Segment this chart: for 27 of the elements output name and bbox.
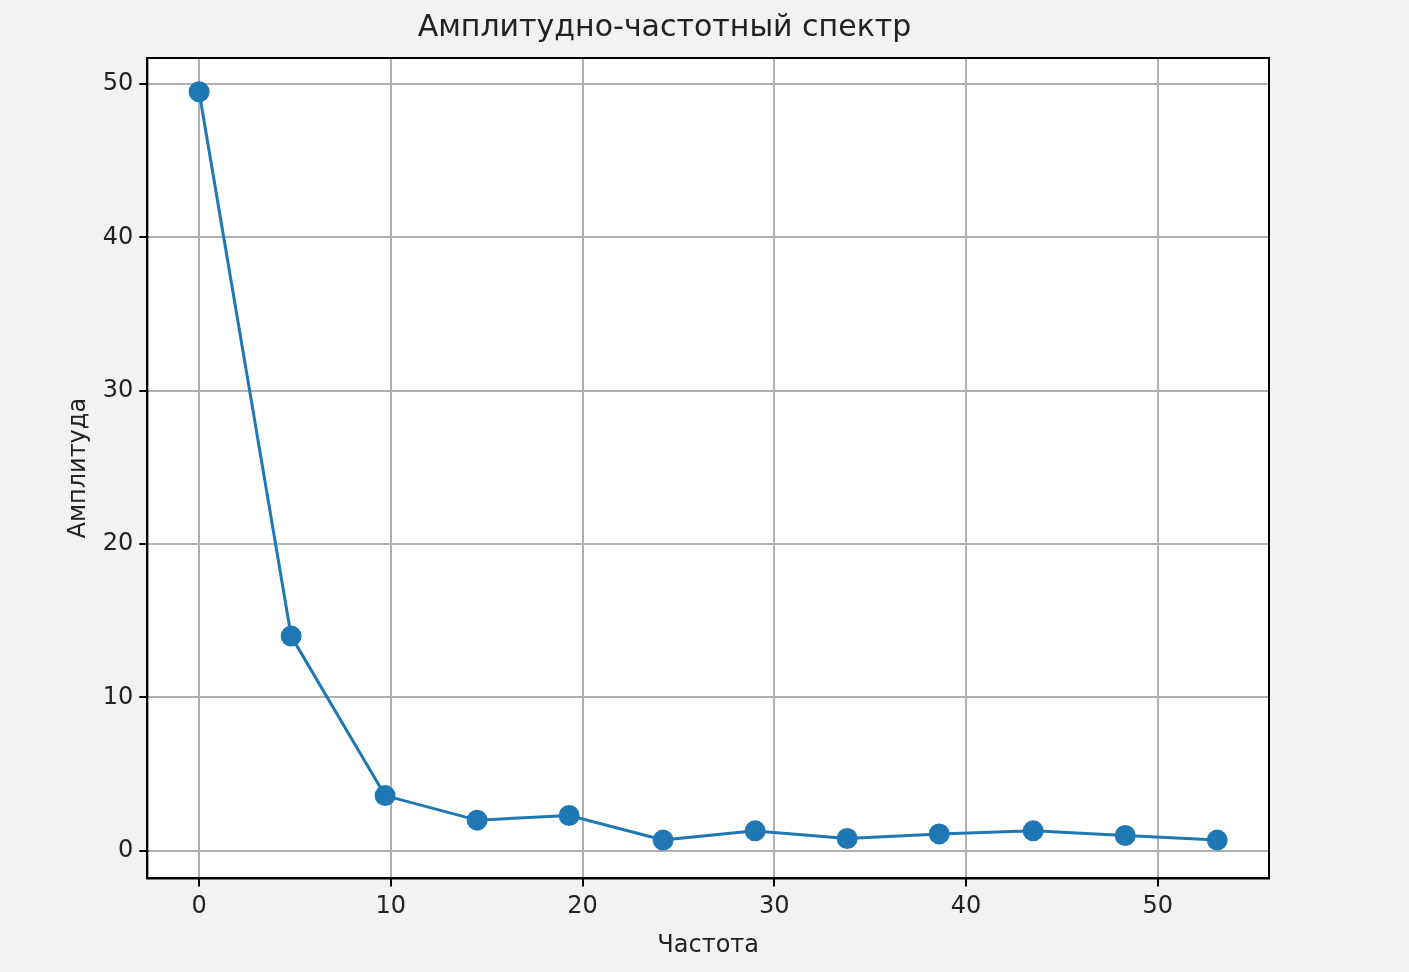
x-tick-label: 20 [567,891,598,920]
y-tick-label: 50 [102,68,134,97]
point [836,828,858,850]
y-tick-label: 0 [118,835,134,864]
point [1022,820,1044,842]
x-tick-label: 0 [191,891,207,920]
point [280,625,302,647]
point [558,805,580,827]
y-tick-label: 40 [102,221,134,250]
x-tick-label: 50 [1142,891,1174,920]
point [1114,824,1136,846]
point [188,81,210,103]
point [744,820,766,842]
point [466,809,488,831]
chart-title: Амплитудно-частотный спектр [417,7,912,43]
point [1206,829,1228,851]
point [928,823,950,845]
x-tick-label: 10 [375,891,407,920]
point [652,829,674,851]
y-axis-title: Амплитуда [62,397,91,539]
x-tick-label: 30 [759,891,790,920]
x-axis-title: Частота [657,929,760,958]
y-tick-label: 20 [102,528,134,557]
point [374,785,396,807]
y-tick-label: 10 [102,681,134,710]
x-tick-label: 40 [950,891,982,920]
y-tick-label: 30 [102,374,134,403]
